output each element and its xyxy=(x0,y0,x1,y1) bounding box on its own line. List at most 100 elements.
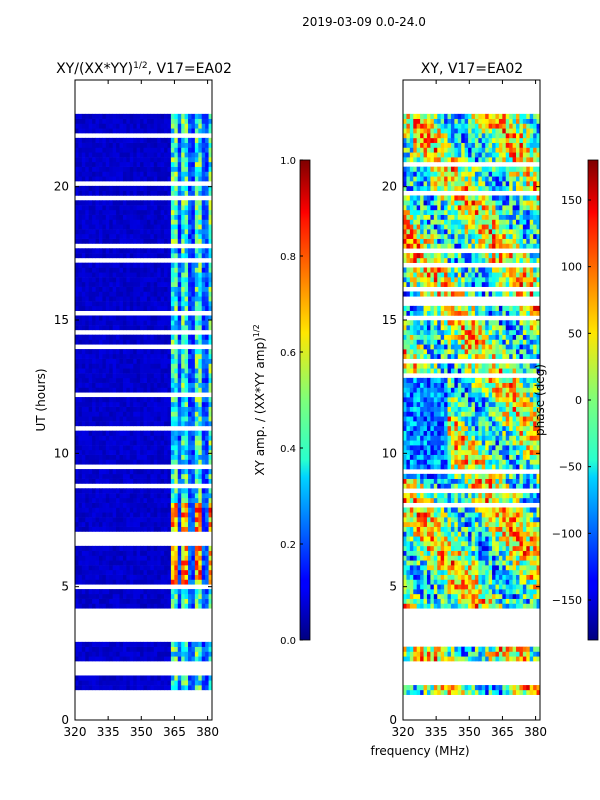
heatmap-cell xyxy=(420,555,424,561)
heatmap-cell xyxy=(437,531,442,537)
heatmap-cell xyxy=(406,560,411,566)
heatmap-cell xyxy=(184,507,189,513)
heatmap-cell xyxy=(146,320,151,326)
heatmap-cell xyxy=(420,526,424,532)
heatmap-cell xyxy=(136,675,141,681)
heatmap-cell xyxy=(157,315,162,321)
heatmap-cell xyxy=(198,521,203,527)
heatmap-cell xyxy=(488,560,493,566)
heatmap-cell xyxy=(116,286,120,292)
heatmap-cell xyxy=(444,560,448,566)
heatmap-cell xyxy=(170,421,175,427)
heatmap-cell xyxy=(150,286,155,292)
heatmap-cell xyxy=(450,584,455,590)
heatmap-cell xyxy=(495,497,500,503)
heatmap-cell xyxy=(85,521,90,527)
heatmap-cell xyxy=(413,536,418,542)
heatmap-cell xyxy=(495,589,500,595)
heatmap-cell xyxy=(157,277,162,283)
heatmap-cell xyxy=(170,147,175,153)
heatmap-cell xyxy=(122,545,127,551)
heatmap-cell xyxy=(160,325,165,331)
heatmap-cell xyxy=(102,214,107,220)
heatmap-cell xyxy=(81,416,86,422)
heatmap-cell xyxy=(126,137,131,143)
heatmap-cell xyxy=(150,382,155,388)
heatmap-cell xyxy=(177,478,182,484)
heatmap-cell xyxy=(75,358,79,364)
heatmap-cell xyxy=(495,560,500,566)
heatmap-cell xyxy=(136,128,141,134)
heatmap-cell xyxy=(102,435,107,441)
heatmap-cell xyxy=(194,497,199,503)
heatmap-cell xyxy=(153,459,158,465)
heatmap-cell xyxy=(133,277,138,283)
heatmap-cell xyxy=(181,137,185,143)
heatmap-cell xyxy=(423,493,428,499)
heatmap-cell xyxy=(105,219,110,225)
heatmap-cell xyxy=(191,430,196,436)
heatmap-cell xyxy=(88,224,93,230)
heatmap-cell xyxy=(140,641,144,647)
heatmap-cell xyxy=(160,349,165,355)
heatmap-cell xyxy=(457,493,462,499)
heatmap-cell xyxy=(444,536,448,542)
heatmap-cell xyxy=(468,593,472,599)
heatmap-cell xyxy=(160,488,165,494)
heatmap-cell xyxy=(150,488,155,494)
heatmap-cell xyxy=(119,229,124,235)
heatmap-cell xyxy=(198,296,203,302)
heatmap-cell xyxy=(146,272,151,278)
heatmap-cell xyxy=(75,320,79,326)
heatmap-cell xyxy=(533,531,537,537)
heatmap-cell xyxy=(133,517,138,523)
heatmap-cell xyxy=(464,517,469,523)
heatmap-cell xyxy=(140,440,144,446)
heatmap-cell xyxy=(146,214,151,220)
heatmap-cell xyxy=(533,584,537,590)
heatmap-cell xyxy=(95,401,100,407)
heatmap-cell xyxy=(109,579,114,585)
heatmap-cell xyxy=(109,248,114,254)
heatmap-cell xyxy=(105,526,110,532)
heatmap-cell xyxy=(85,377,90,383)
heatmap-cell xyxy=(105,214,110,220)
heatmap-cell xyxy=(457,598,462,604)
heatmap-cell xyxy=(119,521,124,527)
heatmap-cell xyxy=(454,579,459,585)
heatmap-cell xyxy=(205,416,209,422)
heatmap-cell xyxy=(160,387,165,393)
heatmap-cell xyxy=(461,526,466,532)
heatmap-cell xyxy=(170,445,175,451)
heatmap-cell xyxy=(423,545,428,551)
heatmap-cell xyxy=(177,272,182,278)
heatmap-cell xyxy=(112,281,117,287)
heatmap-cell xyxy=(153,469,158,475)
heatmap-cell xyxy=(81,277,86,283)
heatmap-cell xyxy=(194,603,199,609)
heatmap-cell xyxy=(208,233,212,239)
heatmap-cell xyxy=(177,368,182,374)
heatmap-cell xyxy=(188,325,192,331)
heatmap-cell xyxy=(474,569,479,575)
heatmap-cell xyxy=(174,214,179,220)
heatmap-cell xyxy=(184,512,189,518)
heatmap-cell xyxy=(153,454,158,460)
heatmap-cell xyxy=(126,277,131,283)
heatmap-cell xyxy=(164,373,168,379)
heatmap-cell xyxy=(502,545,507,551)
heatmap-cell xyxy=(201,349,206,355)
heatmap-cell xyxy=(164,214,168,220)
heatmap-cell xyxy=(119,161,124,167)
heatmap-cell xyxy=(488,531,493,537)
heatmap-cell xyxy=(177,137,182,143)
heatmap-cell xyxy=(81,555,86,561)
heatmap-cell xyxy=(116,507,120,513)
heatmap-cell xyxy=(409,536,414,542)
heatmap-cell xyxy=(181,646,185,652)
heatmap-cell xyxy=(184,545,189,551)
heatmap-cell xyxy=(105,560,110,566)
heatmap-cell xyxy=(150,459,155,465)
heatmap-cell xyxy=(188,339,192,345)
